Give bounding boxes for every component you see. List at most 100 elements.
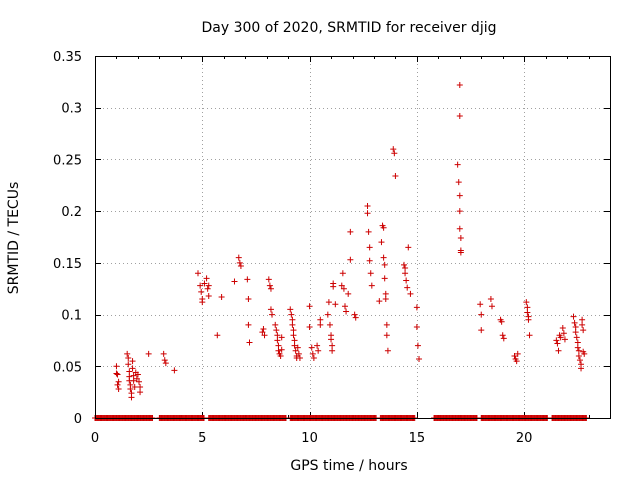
data-point	[324, 311, 331, 318]
data-point	[134, 371, 141, 378]
data-point	[488, 303, 495, 310]
data-point	[290, 327, 297, 334]
data-point	[128, 394, 135, 401]
data-point	[555, 347, 562, 354]
data-point	[380, 224, 387, 231]
data-point	[235, 254, 242, 261]
data-point	[329, 347, 336, 354]
data-point	[246, 339, 253, 346]
data-point	[401, 261, 407, 268]
data-point	[557, 334, 564, 341]
data-point	[237, 262, 244, 269]
data-point	[352, 314, 359, 321]
data-point	[366, 257, 373, 264]
data-point	[578, 365, 585, 372]
data-point	[277, 352, 284, 359]
data-point	[364, 210, 371, 217]
data-point	[404, 284, 411, 291]
y-tick-labels: 0 0.05 0.1 0.15 0.2 0.25 0.3 0.35	[53, 50, 82, 427]
data-point	[290, 332, 297, 339]
data-point	[571, 319, 578, 326]
data-point	[160, 350, 167, 357]
data-point	[294, 344, 301, 351]
data-point	[267, 306, 274, 313]
data-point	[205, 282, 212, 289]
data-point	[381, 261, 388, 268]
data-point	[383, 332, 390, 339]
data-point	[376, 298, 383, 305]
data-point	[124, 350, 131, 357]
chart-title: Day 300 of 2020, SRMTID for receiver dji…	[202, 20, 497, 36]
data-point	[269, 311, 276, 318]
data-point	[339, 270, 346, 277]
data-point	[259, 329, 266, 336]
data-point	[382, 296, 389, 303]
data-point	[390, 146, 397, 153]
data-point	[487, 296, 494, 303]
data-point	[278, 334, 285, 341]
data-point	[392, 172, 399, 179]
data-point	[511, 352, 518, 359]
data-points	[92, 81, 590, 421]
data-point	[306, 303, 313, 310]
data-point	[456, 112, 463, 119]
data-point	[317, 316, 324, 323]
plot-frame	[95, 56, 611, 419]
x-tick-label: 0	[91, 431, 99, 446]
data-point	[125, 361, 132, 368]
data-point	[135, 378, 142, 385]
data-point	[478, 327, 485, 334]
data-point	[291, 337, 298, 344]
data-point	[581, 350, 588, 357]
data-point	[197, 282, 204, 289]
data-point	[314, 342, 321, 349]
data-point	[405, 244, 412, 251]
data-point	[365, 228, 372, 235]
y-tick-label: 0.15	[53, 257, 82, 272]
data-point	[201, 280, 208, 287]
data-point	[328, 336, 335, 343]
data-point	[455, 179, 462, 186]
data-point	[125, 355, 132, 362]
data-point	[340, 285, 347, 292]
data-point	[114, 381, 121, 388]
data-point	[560, 330, 567, 337]
x-tick-label: 5	[198, 431, 206, 446]
data-point	[498, 318, 505, 325]
data-point	[513, 358, 520, 365]
data-point	[260, 326, 267, 333]
data-point	[554, 340, 561, 347]
data-point	[115, 386, 122, 393]
data-point	[366, 244, 373, 251]
data-point	[198, 288, 205, 295]
data-point	[126, 368, 133, 375]
data-point	[292, 347, 299, 354]
y-tick-label: 0.25	[53, 153, 82, 168]
y-tick-label: 0	[74, 412, 82, 427]
data-point	[526, 332, 533, 339]
data-point	[413, 323, 420, 330]
data-point	[278, 346, 285, 353]
data-point	[261, 332, 268, 339]
data-point	[345, 290, 352, 297]
data-point	[127, 386, 134, 393]
data-point	[291, 342, 298, 349]
data-point	[325, 299, 332, 306]
data-point	[456, 208, 463, 215]
data-point	[145, 350, 152, 357]
data-point	[378, 239, 385, 246]
data-point	[133, 375, 140, 382]
data-point	[131, 383, 138, 390]
y-tick-label: 0.05	[53, 360, 82, 375]
data-point	[317, 321, 324, 328]
data-point	[499, 332, 506, 339]
data-point	[525, 316, 532, 323]
data-point	[330, 283, 337, 290]
data-point	[559, 325, 566, 332]
data-point	[416, 356, 423, 363]
data-point	[524, 309, 531, 316]
data-point	[287, 306, 294, 313]
data-point	[341, 303, 348, 310]
x-tick-label: 15	[409, 431, 426, 446]
